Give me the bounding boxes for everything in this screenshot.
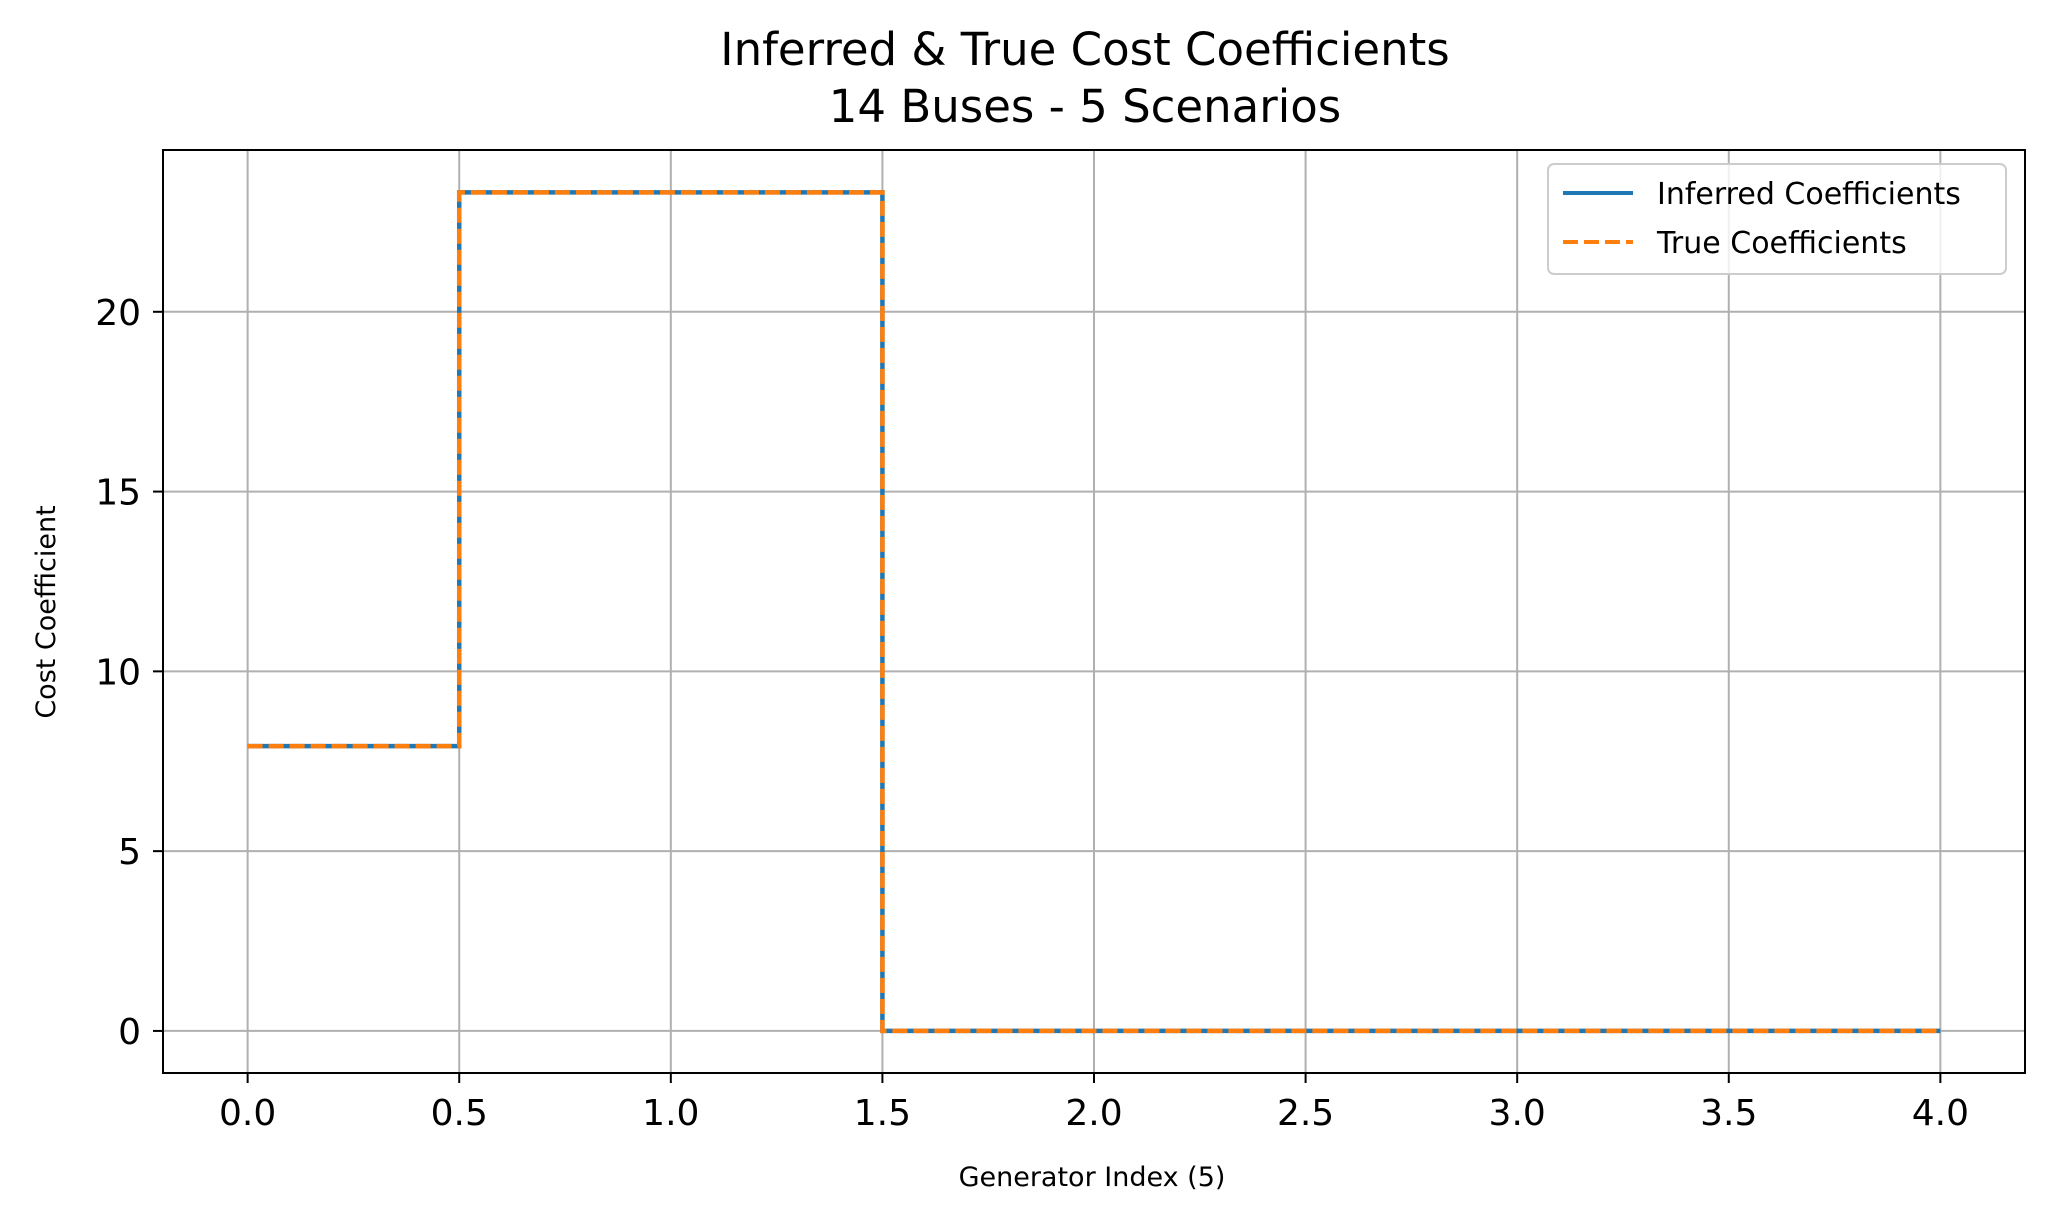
x-tick-label: 1.5 (854, 1093, 911, 1134)
y-tick-label: 20 (95, 293, 141, 334)
y-tick-label: 15 (95, 473, 141, 514)
legend-box (1547, 163, 2007, 275)
series-line-true (247, 190, 1941, 1034)
x-axis-label: Generator Index (5) (959, 1162, 1226, 1193)
x-tick-label: 3.5 (1700, 1093, 1757, 1134)
chart-subtitle: 14 Buses - 5 Scenarios (829, 80, 1341, 133)
data-series (247, 190, 1941, 1034)
x-tick-label: 3.0 (1489, 1093, 1546, 1134)
chart-title: Inferred & True Cost Coefficients (720, 23, 1449, 76)
y-axis-label: Cost Coefficient (31, 505, 62, 718)
legend: Inferred Coefficients True Coefficients (1547, 163, 2007, 275)
x-tick-label: 4.0 (1912, 1093, 1969, 1134)
x-tick-label: 0.5 (431, 1093, 488, 1134)
y-tick-label: 10 (95, 652, 141, 693)
x-tick-label: 2.5 (1277, 1093, 1334, 1134)
axis-ticks: 0.0 0.5 1.0 1.5 2.0 2.5 3.0 3.5 4.0 0 5 10 15 20 (95, 293, 1969, 1134)
x-tick-label: 1.0 (642, 1093, 699, 1134)
y-tick-label: 5 (118, 832, 141, 873)
y-tick-label: 0 (118, 1012, 141, 1053)
x-tick-label: 2.0 (1065, 1093, 1122, 1134)
legend-label-inferred: Inferred Coefficients (1657, 177, 1961, 212)
x-tick-label: 0.0 (219, 1093, 276, 1134)
legend-label-true: True Coefficients (1656, 226, 1907, 261)
